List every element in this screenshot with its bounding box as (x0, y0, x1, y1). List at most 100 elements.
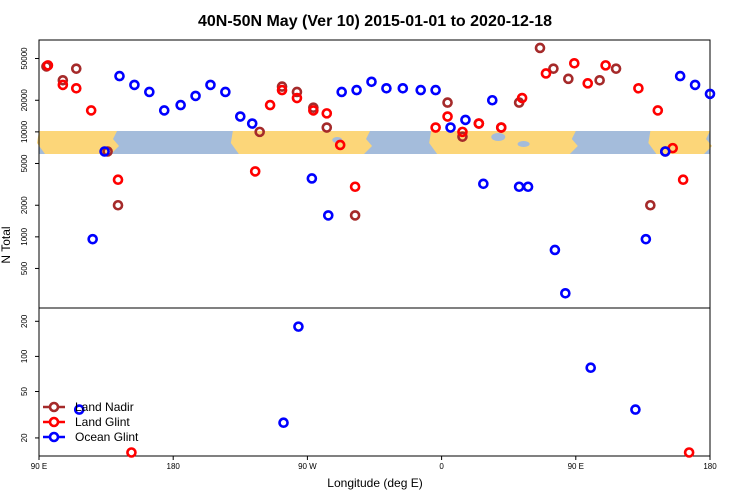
data-point (442, 111, 453, 122)
data-point (322, 210, 334, 221)
data-point (114, 70, 125, 82)
data-point (594, 74, 605, 86)
data-point (321, 122, 333, 133)
map-ocean (39, 131, 710, 154)
data-point (276, 81, 288, 92)
legend-label: Land Nadir (75, 400, 134, 414)
data-point (610, 63, 622, 74)
data-point (442, 97, 453, 108)
chart-title: 40N-50N May (Ver 10) 2015-01-01 to 2020-… (198, 13, 552, 30)
plot-frame (38, 39, 711, 457)
data-point (704, 88, 716, 100)
x-tick-label: 180 (703, 462, 717, 471)
data-point (457, 126, 468, 138)
data-point (478, 178, 489, 190)
data-point (70, 83, 82, 94)
data-point (190, 90, 201, 102)
legend-marker (48, 401, 60, 413)
y-tick-label-lower: 20 (20, 433, 29, 442)
data-point (445, 122, 456, 133)
data-point (674, 70, 686, 82)
map-water-2 (517, 141, 530, 147)
data-point (563, 73, 574, 85)
data-point (516, 92, 528, 104)
series-land-glint (42, 57, 695, 458)
axis-ticks: 90 E 180 90 W 0 90 E 180 500 1000 2000 5000 10000 2… (20, 47, 717, 471)
data-point (659, 146, 671, 157)
data-point (548, 63, 559, 74)
data-point (415, 84, 427, 96)
series-ocean-glint (73, 70, 716, 429)
data-point (457, 131, 468, 142)
x-axis-label: Longitude (deg E) (327, 476, 422, 490)
data-point (276, 84, 288, 96)
x-tick-label: 180 (167, 462, 181, 471)
y-tick-label-lower: 200 (20, 314, 29, 328)
data-point (633, 83, 644, 94)
map-land-asia-east (648, 131, 712, 154)
data-point (460, 114, 471, 126)
x-tick-label: 90 E (31, 462, 47, 471)
data-point (560, 287, 571, 299)
data-point (495, 122, 507, 133)
legend-marker (48, 431, 60, 443)
x-tick-label: 90 E (568, 462, 584, 471)
data-point (99, 146, 110, 157)
data-point (600, 60, 611, 71)
data-point (683, 447, 695, 458)
map-water-1 (491, 133, 506, 141)
y-tick-label: 2000 (20, 196, 29, 214)
y-tick-label-lower: 50 (20, 387, 29, 396)
data-point (235, 111, 246, 122)
data-point (336, 86, 347, 98)
data-point (306, 173, 318, 184)
data-point (381, 83, 392, 94)
data-point (254, 126, 265, 138)
map-land-asia (37, 131, 119, 154)
legend-item: Land Nadir (43, 400, 134, 414)
data-point (57, 74, 69, 86)
data-point (205, 79, 216, 91)
data-point (473, 118, 485, 129)
data-point (689, 79, 701, 91)
data-point (291, 92, 303, 104)
data-point (534, 42, 546, 54)
data-point (513, 181, 525, 193)
data-point (486, 94, 498, 106)
data-point (293, 321, 304, 332)
data-point (349, 181, 361, 193)
data-point (351, 84, 362, 96)
data-point (278, 417, 289, 429)
data-point (112, 199, 124, 211)
plot-frames (38, 39, 711, 457)
x-tick-label: 90 W (298, 462, 317, 471)
data-point (630, 404, 641, 415)
data-point (652, 105, 664, 116)
data-point (249, 166, 261, 177)
data-point (430, 122, 441, 133)
data-point (42, 60, 54, 71)
data-points (41, 42, 716, 458)
data-point (430, 84, 441, 96)
y-tick-label: 5000 (20, 154, 29, 172)
map-water-3 (601, 137, 610, 141)
data-point (87, 233, 98, 245)
y-axis-label: N Total (0, 226, 13, 263)
data-point (264, 99, 276, 111)
legend-label: Ocean Glint (75, 430, 139, 444)
data-point (366, 76, 377, 88)
y-tick-label: 20000 (20, 89, 29, 112)
data-point (129, 79, 140, 91)
legend-item: Land Glint (43, 415, 130, 429)
data-point (85, 105, 97, 116)
legend-item: Ocean Glint (43, 430, 139, 444)
data-point (569, 57, 580, 69)
y-tick-label: 1000 (20, 227, 29, 245)
data-point (397, 83, 409, 94)
data-point (70, 63, 82, 74)
y-tick-label: 50000 (20, 47, 29, 70)
legend-marker (48, 416, 60, 428)
data-point (334, 139, 346, 151)
